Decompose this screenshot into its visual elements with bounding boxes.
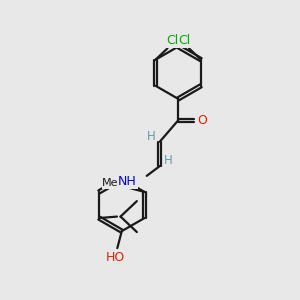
Text: Cl: Cl — [167, 34, 179, 47]
Text: Me: Me — [102, 178, 119, 188]
Text: NH: NH — [118, 175, 137, 188]
Text: Cl: Cl — [178, 34, 190, 47]
Text: H: H — [147, 130, 156, 143]
Text: HO: HO — [106, 251, 125, 264]
Text: O: O — [197, 114, 207, 127]
Text: H: H — [164, 154, 172, 167]
